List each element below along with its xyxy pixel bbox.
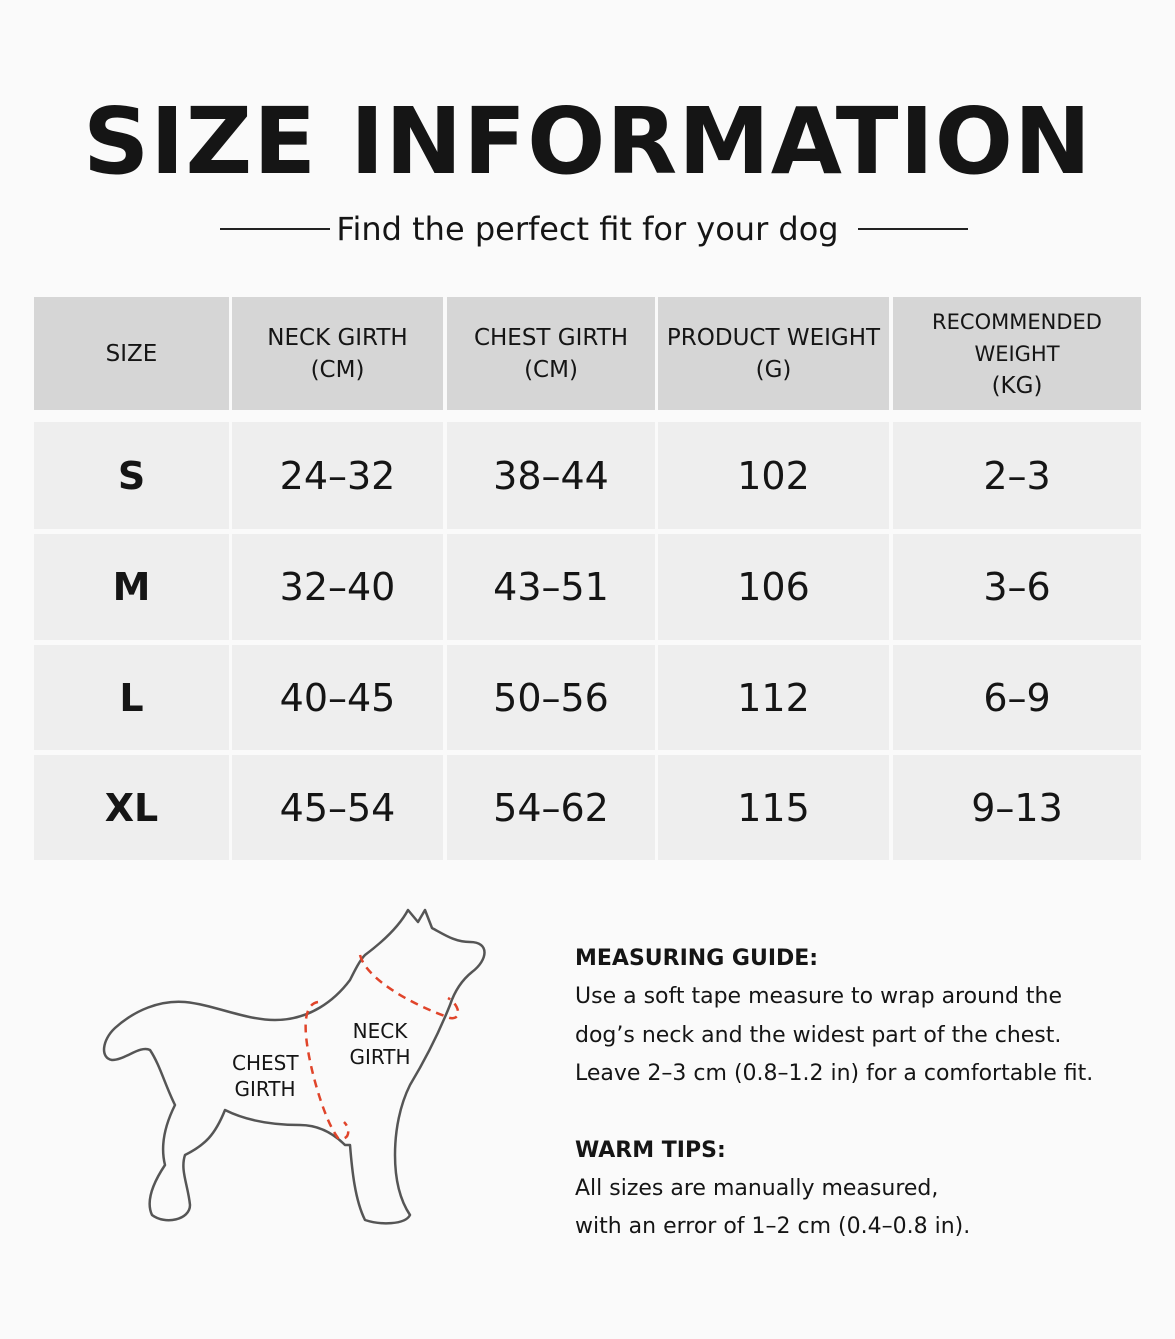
header-unit: (G) — [755, 356, 792, 383]
header-label: NECK GIRTH — [267, 324, 408, 351]
table-cell: 115 — [658, 755, 889, 860]
rule — [858, 228, 968, 230]
guide-line: All sizes are manually measured, — [575, 1175, 939, 1201]
table-cell: 9–13 — [893, 755, 1141, 860]
guide-title: WARM TIPS: — [575, 1137, 726, 1163]
guide-line: Leave 2–3 cm (0.8–1.2 in) for a comforta… — [575, 1061, 1094, 1086]
table-cell: XL — [34, 755, 229, 860]
diagram-label: NECK GIRTH — [347, 1018, 413, 1070]
guide-line: with an error of 1–2 cm (0.4–0.8 in). — [575, 1214, 971, 1239]
header-cell: SIZE — [34, 297, 229, 410]
table-cell: 50–56 — [447, 645, 655, 750]
chest-tape — [304, 1000, 350, 1141]
diagram-label-line: GIRTH — [349, 1045, 411, 1069]
header-label: PRODUCT WEIGHT — [666, 324, 881, 351]
header-cell: NECK GIRTH (CM) — [232, 297, 443, 410]
guide-line: Use a soft tape measure to wrap around t… — [575, 984, 1063, 1009]
table-cell: 102 — [658, 422, 889, 529]
table-cell: 106 — [658, 534, 889, 640]
guide-title: MEASURING GUIDE: — [575, 946, 819, 971]
header-unit: (KG) — [991, 372, 1043, 399]
table-cell: 2–3 — [893, 422, 1141, 529]
table-cell: 43–51 — [447, 534, 655, 640]
diagram-label-line: NECK — [352, 1019, 408, 1043]
table-cell: 3–6 — [893, 534, 1141, 640]
table-cell: 45–54 — [232, 755, 443, 860]
table-cell: 38–44 — [447, 422, 655, 529]
table-cell: S — [34, 422, 229, 529]
table-cell: 54–62 — [447, 755, 655, 860]
header-unit: (CM) — [310, 356, 365, 383]
header-cell: PRODUCT WEIGHT (G) — [658, 297, 889, 410]
header-unit: (CM) — [524, 356, 578, 383]
guide-line: dog’s neck and the widest part of the ch… — [575, 1022, 1062, 1048]
diagram-label-line: CHEST — [232, 1051, 299, 1075]
title: SIZE INFORMATION — [83, 88, 1092, 195]
dog-diagram — [102, 908, 486, 1225]
table-cell: L — [34, 645, 229, 750]
table-cell: 24–32 — [232, 422, 443, 529]
table-cell: 112 — [658, 645, 889, 750]
subtitle: Find the perfect fit for your dog — [336, 210, 839, 248]
diagram-label: CHEST GIRTH — [232, 1050, 299, 1102]
header-cell: CHEST GIRTH (CM) — [447, 297, 655, 410]
header-label: RECOMMENDED WEIGHT — [932, 309, 1102, 366]
diagram-label-line: GIRTH — [234, 1077, 296, 1101]
table-cell: M — [34, 534, 229, 640]
table-cell: 32–40 — [232, 534, 443, 640]
rule — [220, 228, 330, 230]
dog-outline — [102, 908, 486, 1225]
table-cell: 40–45 — [232, 645, 443, 750]
header-label: SIZE — [105, 340, 158, 367]
header-label: CHEST GIRTH — [473, 324, 629, 351]
table-cell: 6–9 — [893, 645, 1141, 750]
neck-tape — [358, 954, 460, 1020]
header-cell: RECOMMENDED WEIGHT (KG) — [893, 297, 1141, 410]
